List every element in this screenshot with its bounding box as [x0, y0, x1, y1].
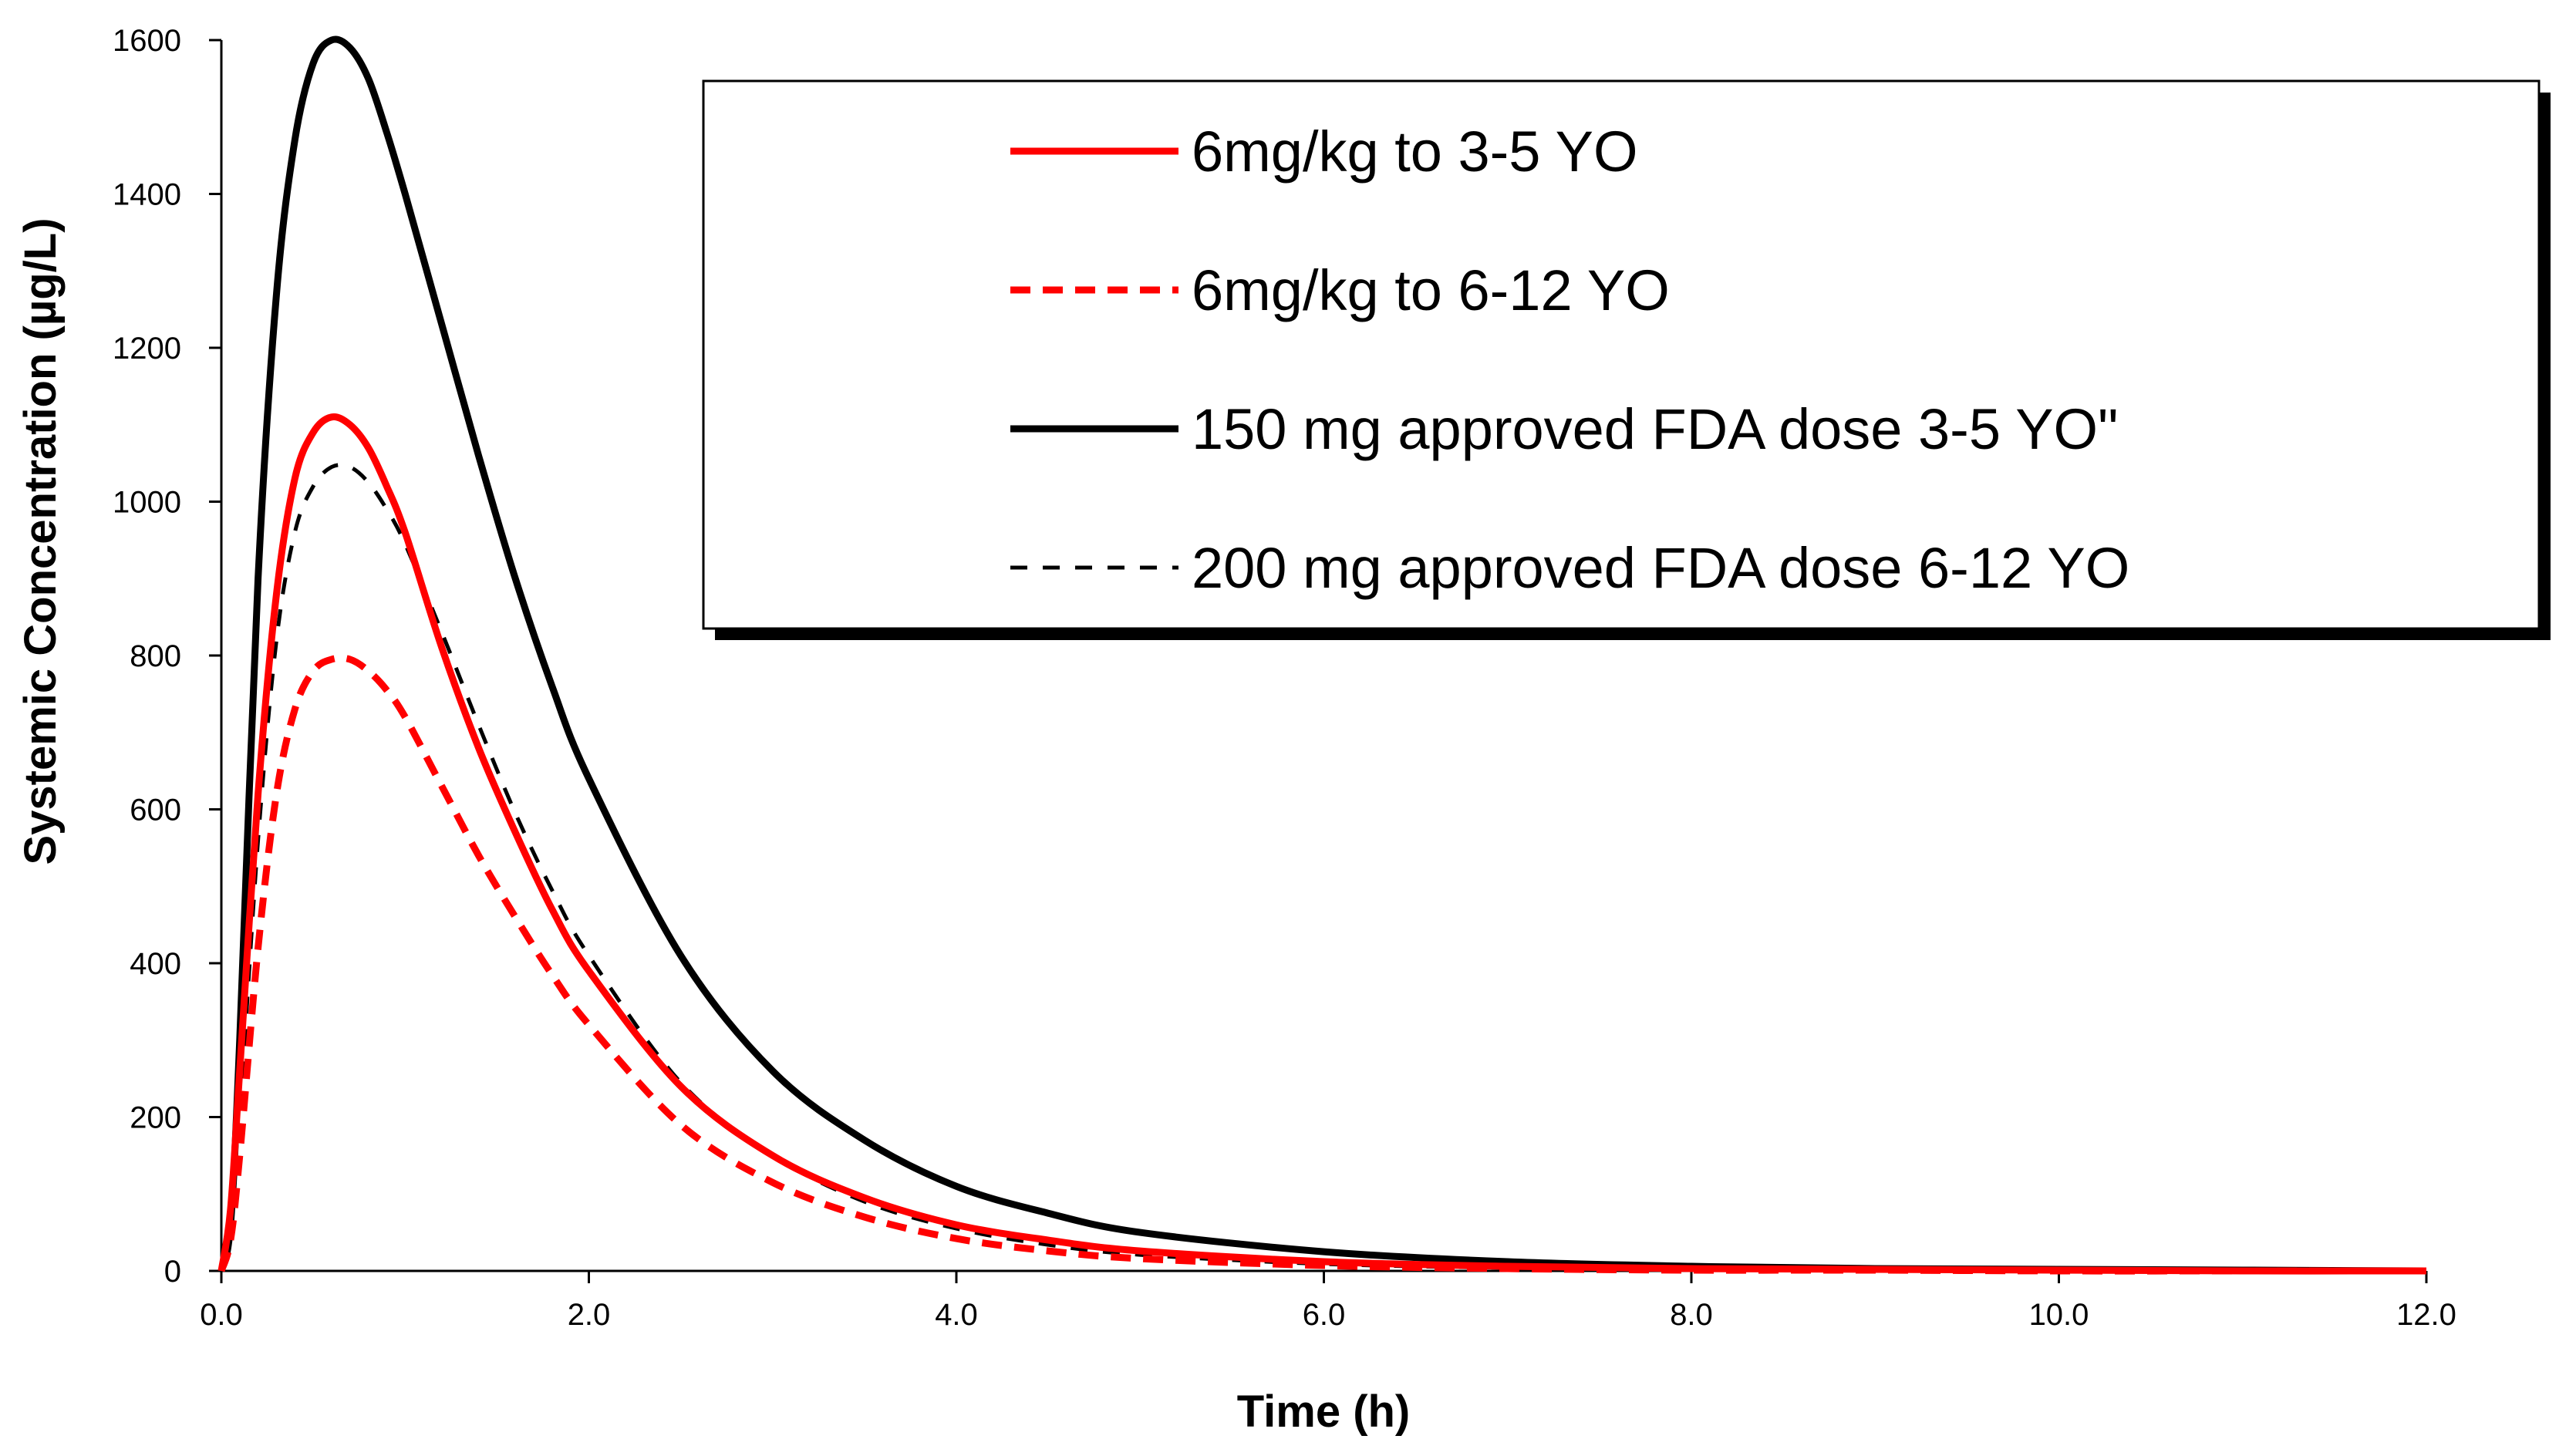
x-tick-label: 4.0	[935, 1298, 978, 1332]
legend-label-2: 6mg/kg to 6-12 YO	[1192, 258, 1670, 322]
x-tick-label: 6.0	[1303, 1298, 1346, 1332]
x-tick-label: 12.0	[2396, 1298, 2456, 1332]
y-tick-label: 800	[130, 639, 181, 673]
legend-box	[702, 79, 2541, 630]
y-tick-label: 0	[164, 1255, 181, 1289]
y-axis-title: Systemic Concentration (µg/L)	[15, 217, 66, 865]
y-tick-label: 400	[130, 947, 181, 981]
x-axis-title: Time (h)	[1237, 1387, 1411, 1437]
y-tick-label: 600	[130, 794, 181, 827]
y-tick-label: 200	[130, 1101, 181, 1135]
series-line-4	[219, 463, 2426, 1273]
x-tick-label: 0.0	[200, 1298, 243, 1332]
y-tick-label: 1600	[113, 24, 181, 58]
series-line-2	[217, 654, 2426, 1275]
y-tick-label: 1000	[113, 486, 181, 520]
legend-label-4: 200 mg approved FDA dose 6-12 YO	[1192, 536, 2129, 600]
y-tick-label: 1400	[113, 178, 181, 212]
legend-label-1: 6mg/kg to 3-5 YO	[1192, 120, 1638, 184]
legend-label-3: 150 mg approved FDA dose 3-5 YO"	[1192, 397, 2118, 461]
x-tick-label: 10.0	[2029, 1298, 2089, 1332]
x-tick-label: 8.0	[1670, 1298, 1713, 1332]
y-tick-label: 1200	[113, 332, 181, 366]
series-lines	[217, 35, 2427, 1275]
legend: 6mg/kg to 3-5 YO 6mg/kg to 6-12 YO 150 mg …	[702, 79, 2551, 640]
axes: 0.0 2.0 4.0 6.0 8.0 10.0 12.0 0 200 400 600 800 1000…	[113, 24, 2456, 1332]
x-tick-label: 2.0	[568, 1298, 611, 1332]
